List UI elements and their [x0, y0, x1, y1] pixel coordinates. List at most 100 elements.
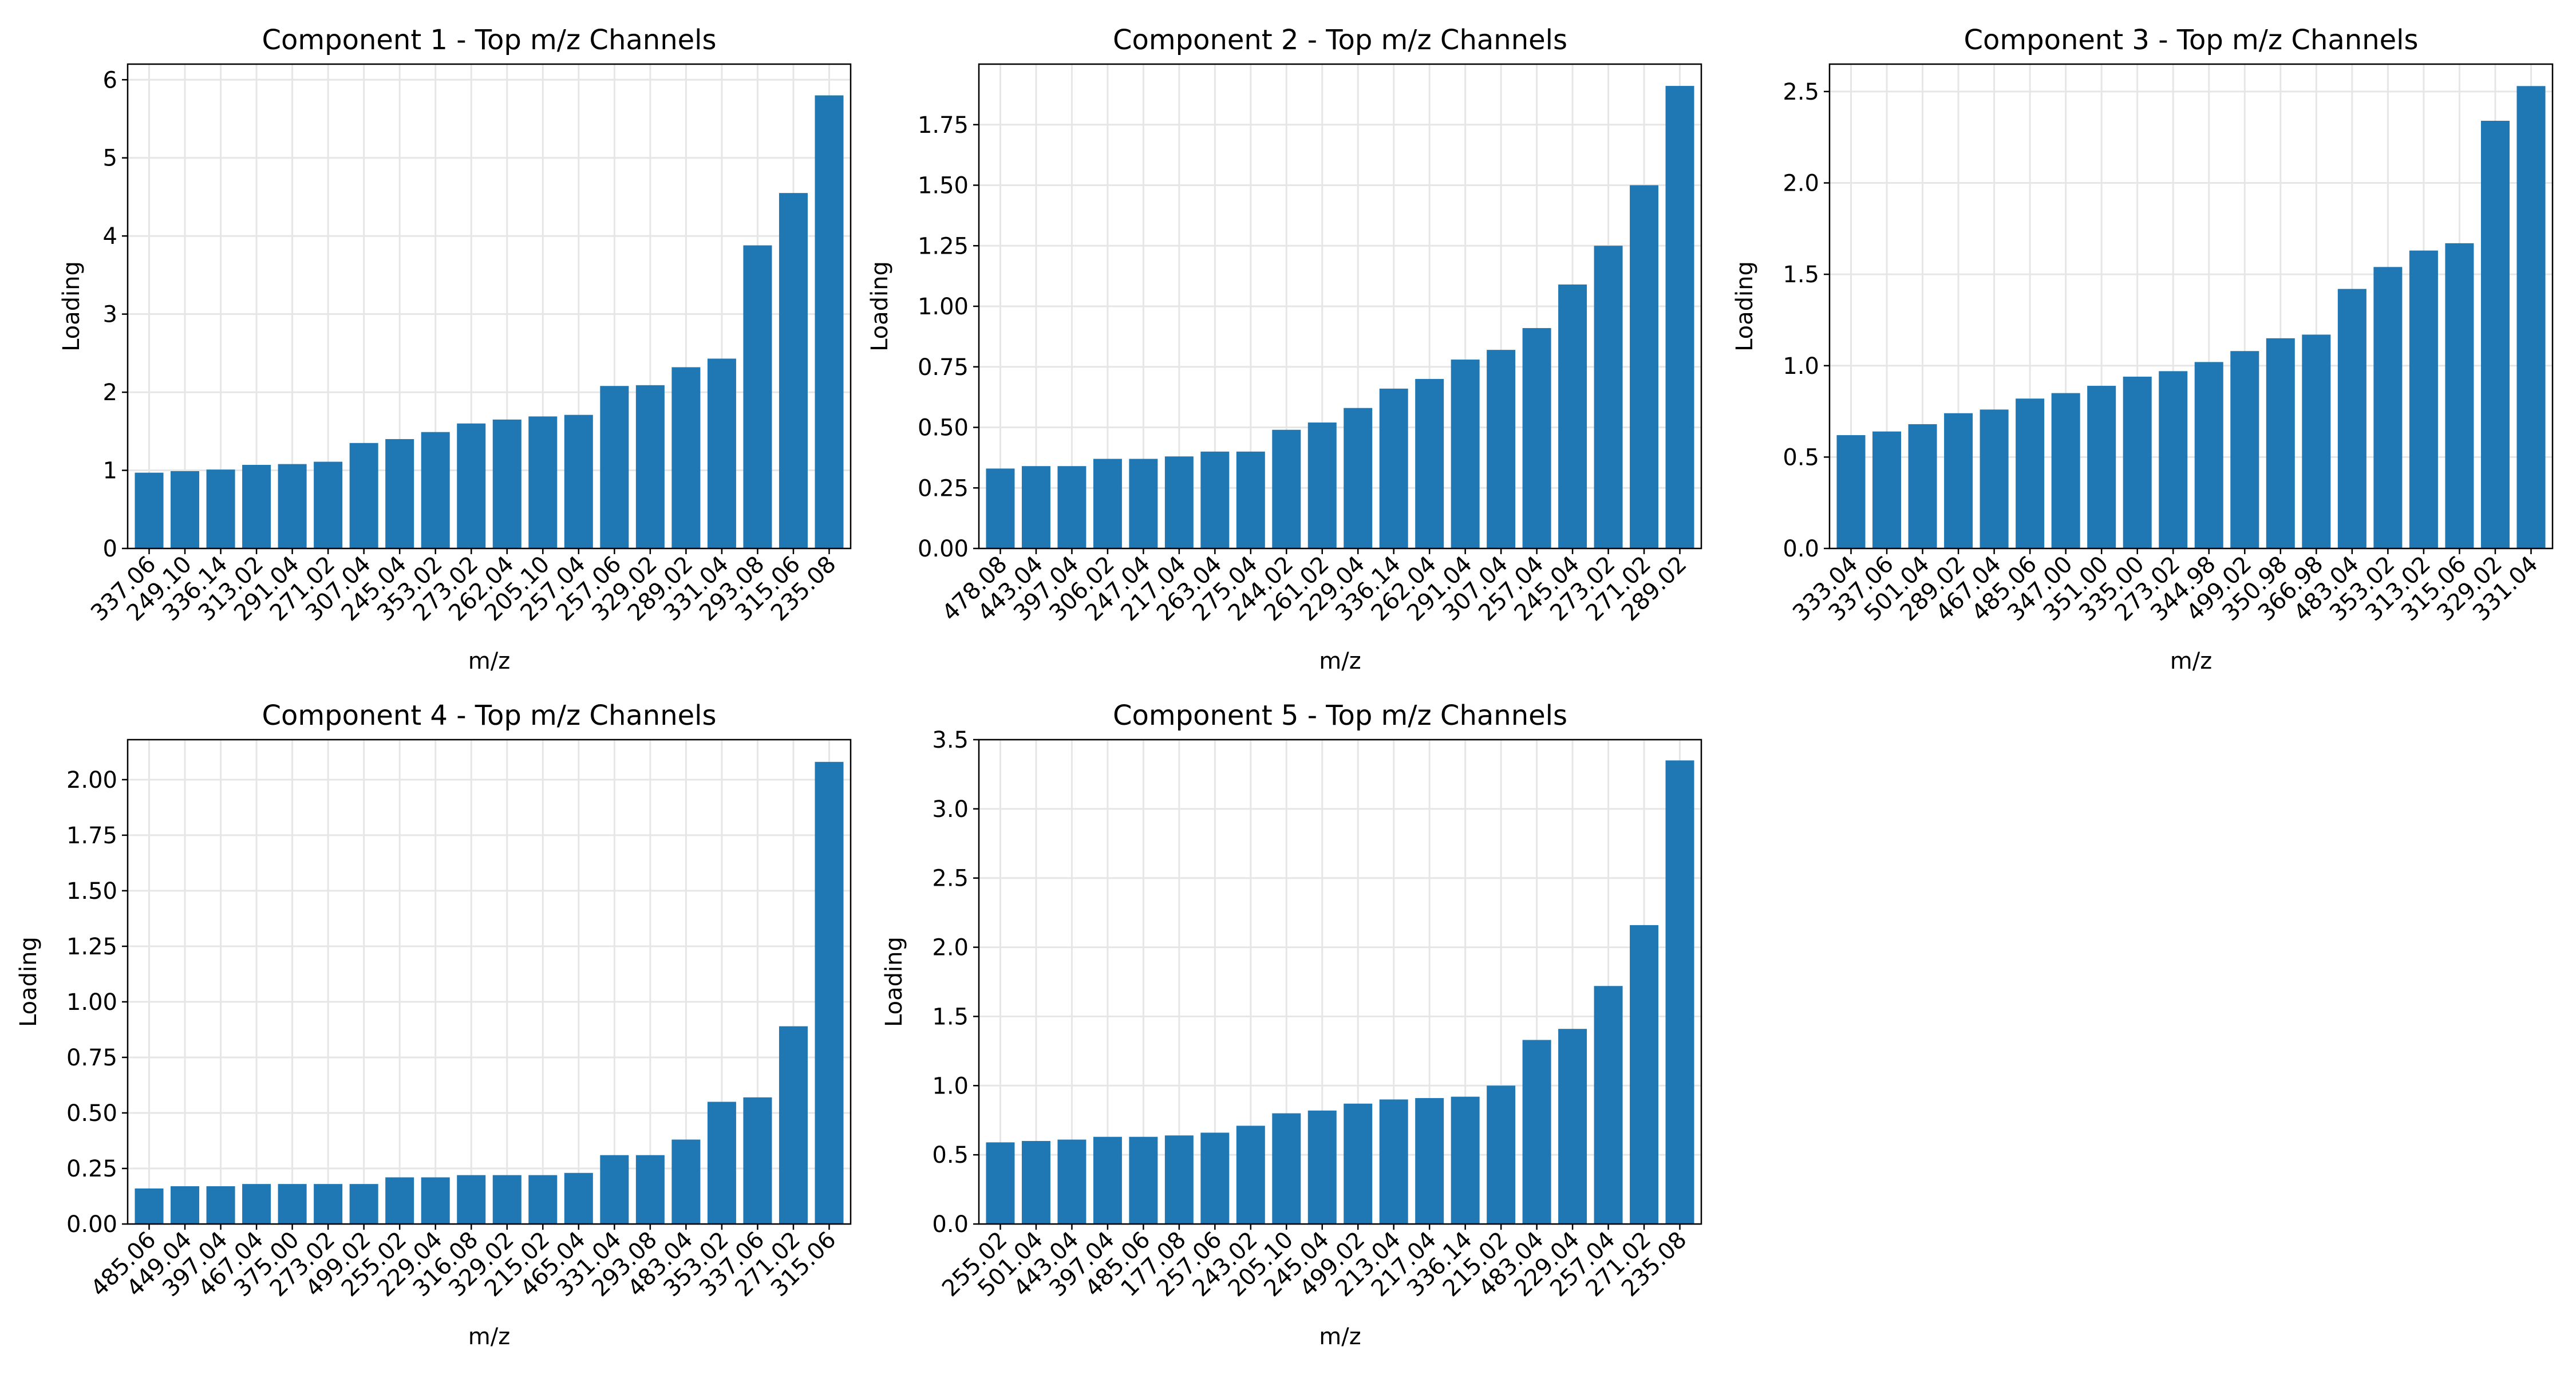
bar	[1379, 388, 1408, 548]
bar	[1272, 1113, 1301, 1224]
bar	[135, 1188, 164, 1224]
y-tick-label: 1.25	[66, 934, 117, 960]
y-tick-label: 1.50	[918, 173, 969, 199]
bar	[2194, 362, 2223, 548]
y-tick-label: 0.50	[918, 415, 969, 441]
bar	[1558, 284, 1587, 548]
bar	[1307, 1110, 1337, 1224]
y-tick-label: 3.0	[932, 796, 969, 823]
bar	[1344, 408, 1373, 548]
bar	[1164, 1135, 1194, 1224]
y-tick-label: 1.0	[932, 1073, 969, 1099]
chart-title: Component 1 - Top m/z Channels	[262, 24, 716, 56]
bar	[1021, 1140, 1050, 1224]
bar	[242, 1184, 271, 1224]
bar	[1665, 86, 1694, 548]
y-tick-label: 0.75	[66, 1045, 117, 1071]
y-tick-label: 0	[103, 536, 117, 562]
axes-frame	[127, 739, 852, 1225]
bar	[2230, 351, 2259, 548]
chart-title: Component 2 - Top m/z Channels	[1113, 24, 1567, 56]
bar	[421, 432, 450, 548]
x-axis-label: m/z	[2170, 648, 2212, 674]
bar	[385, 1177, 414, 1224]
bar	[743, 245, 772, 548]
bar	[1872, 431, 1902, 548]
bar	[1980, 409, 2009, 548]
bar	[1451, 360, 1480, 548]
bar	[1522, 1040, 1551, 1224]
y-tick-label: 1.75	[918, 112, 969, 139]
bar	[528, 416, 558, 548]
y-tick-label: 1.25	[918, 233, 969, 259]
y-tick-label: 0.0	[932, 1211, 969, 1238]
bar	[492, 1175, 521, 1224]
bar	[1057, 466, 1086, 548]
y-tick-label: 0.50	[66, 1100, 117, 1127]
bar	[2159, 371, 2188, 548]
y-tick-label: 0.25	[918, 475, 969, 502]
y-tick-label: 6	[103, 67, 117, 93]
y-tick-label: 1.00	[66, 989, 117, 1016]
y-axis-label: Loading	[881, 937, 907, 1027]
bar	[206, 469, 235, 548]
bar	[600, 1155, 629, 1224]
bar	[1836, 435, 1866, 548]
bar	[1415, 378, 1444, 548]
y-tick-label: 2.5	[932, 866, 969, 892]
bar	[1129, 1136, 1158, 1224]
bar	[1944, 413, 1973, 548]
bar	[314, 461, 343, 548]
bar	[1129, 459, 1158, 548]
bar	[564, 1172, 593, 1224]
y-tick-label: 4	[103, 223, 117, 250]
bar	[1200, 1132, 1230, 1224]
y-axis-label: Loading	[58, 261, 85, 352]
y-axis-label: Loading	[1732, 261, 1758, 352]
bar	[671, 367, 701, 548]
bar	[349, 1184, 378, 1224]
x-axis-label: m/z	[1319, 1324, 1361, 1350]
bar	[421, 1177, 450, 1224]
bar	[171, 1186, 200, 1224]
bar	[349, 443, 378, 548]
y-tick-label: 0.5	[1783, 444, 1819, 471]
x-axis-label: m/z	[1319, 648, 1361, 674]
bar	[1057, 1139, 1086, 1224]
bar	[1236, 451, 1265, 548]
bar	[1594, 246, 1623, 548]
y-axis-label: Loading	[867, 261, 893, 352]
bar	[385, 439, 414, 548]
bar	[457, 423, 486, 548]
bar	[278, 1184, 307, 1224]
y-tick-label: 1.50	[66, 878, 117, 905]
bar	[2087, 385, 2116, 548]
bar	[528, 1175, 558, 1224]
bar	[1594, 986, 1623, 1224]
bar	[564, 414, 593, 548]
bar	[314, 1184, 343, 1224]
bar	[1093, 1136, 1122, 1224]
bar	[2302, 334, 2331, 548]
bar	[1665, 760, 1694, 1224]
bar	[2445, 243, 2474, 549]
bar	[1344, 1103, 1373, 1224]
bar	[1487, 1085, 1516, 1224]
chart-panel-1: 0123456337.06249.10336.14313.02291.04271…	[58, 24, 852, 674]
chart-panel-4: 0.000.250.500.751.001.251.501.752.00485.…	[15, 700, 852, 1350]
y-tick-label: 1	[103, 458, 117, 484]
bar	[2516, 86, 2546, 548]
bar	[457, 1175, 486, 1224]
y-tick-label: 1.5	[932, 1004, 969, 1030]
chart-title: Component 3 - Top m/z Channels	[1963, 24, 2418, 56]
y-tick-label: 2.00	[66, 767, 117, 793]
bar	[1021, 466, 1050, 548]
bar	[135, 472, 164, 548]
bar	[2409, 250, 2438, 548]
bar	[779, 1026, 808, 1224]
y-tick-label: 2	[103, 380, 117, 406]
bar	[2051, 393, 2080, 548]
bar	[986, 1142, 1015, 1224]
x-axis-label: m/z	[468, 648, 510, 674]
